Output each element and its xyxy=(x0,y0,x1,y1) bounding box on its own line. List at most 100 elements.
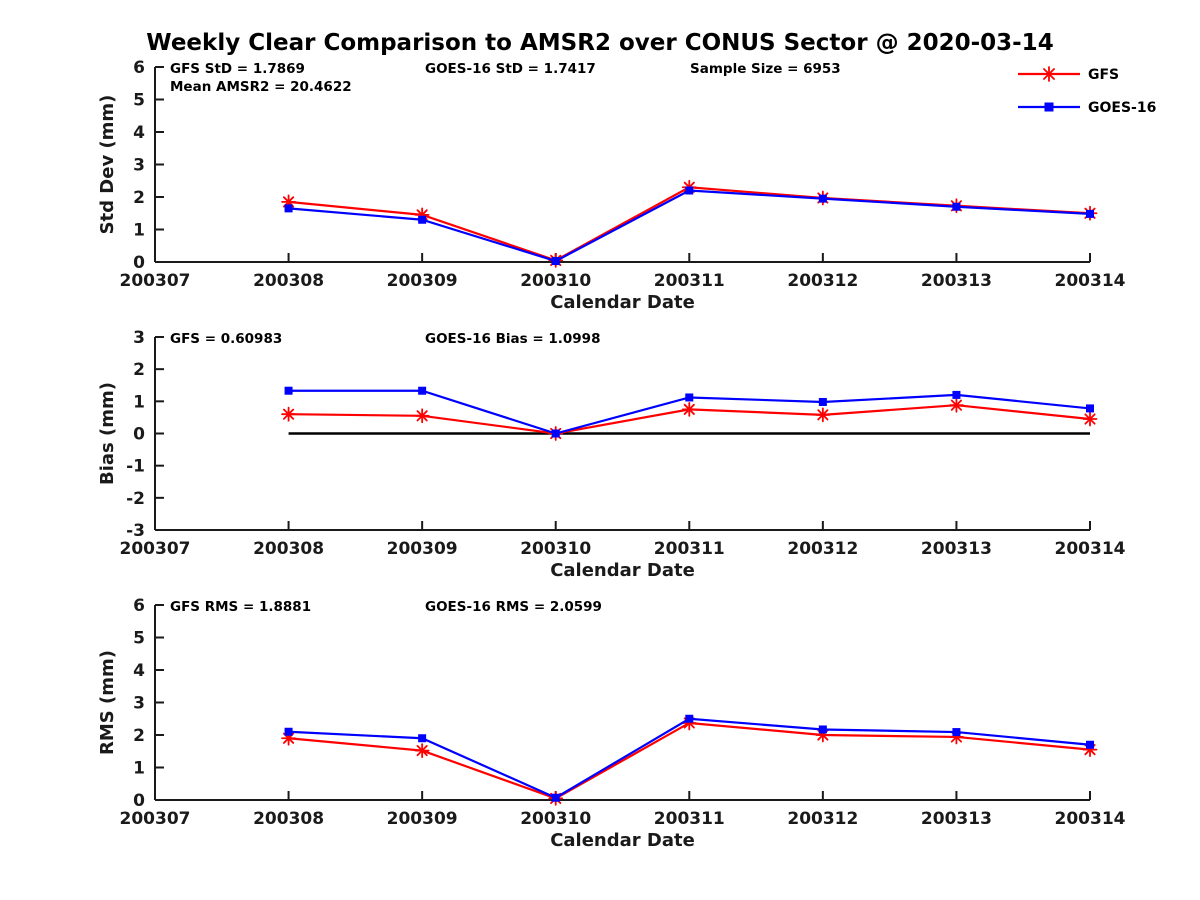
asterisk-marker xyxy=(681,401,697,417)
square-marker xyxy=(685,714,694,723)
x-tick-label: 200307 xyxy=(120,271,191,291)
bias-annotations: GFS = 0.60983 GOES-16 Bias = 1.0998 xyxy=(170,331,600,347)
x-tick-label: 200312 xyxy=(787,809,858,829)
square-marker xyxy=(952,728,961,737)
y-tick-label: 4 xyxy=(133,123,145,143)
y-tick-label: 3 xyxy=(133,156,145,176)
square-marker xyxy=(1086,740,1094,749)
x-axis-label: Calendar Date xyxy=(550,830,695,851)
bias-tick-labels: -3 -2 -1 0 1 2 3 200307 200308 200309 200310 200311… xyxy=(120,328,1126,559)
std-dev-tick-labels: 0 1 2 3 4 5 6 200307 200308 200309 200310 200311 200… xyxy=(120,58,1126,291)
y-tick-label: 1 xyxy=(133,392,145,412)
std-dev-series-goes-16 xyxy=(284,186,1094,266)
annotation: GFS RMS = 1.8881 xyxy=(170,599,311,615)
square-marker xyxy=(685,186,694,195)
rms-axes xyxy=(154,604,1091,801)
x-tick-label: 200307 xyxy=(120,809,191,829)
square-marker xyxy=(418,215,427,224)
asterisk-marker xyxy=(414,743,430,759)
y-tick-label: 1 xyxy=(133,759,145,779)
asterisk-marker xyxy=(414,408,430,424)
annotation: GFS StD = 1.7869 xyxy=(170,61,305,77)
asterisk-marker xyxy=(281,406,296,422)
annotation: GOES-16 Bias = 1.0998 xyxy=(425,331,600,347)
square-marker xyxy=(551,257,560,266)
x-tick-label: 200307 xyxy=(120,539,191,559)
y-tick-label: 5 xyxy=(133,91,145,111)
square-marker xyxy=(1086,209,1094,218)
y-tick-label: -2 xyxy=(126,489,145,509)
rms-series-gfs xyxy=(281,715,1098,806)
x-tick-label: 200311 xyxy=(654,809,725,829)
rms-series-goes-16 xyxy=(284,714,1094,802)
square-marker xyxy=(818,194,827,203)
square-marker xyxy=(1044,102,1054,112)
annotation: Sample Size = 6953 xyxy=(690,61,841,77)
x-tick-label: 200312 xyxy=(787,271,858,291)
y-tick-label: -3 xyxy=(126,521,145,541)
page-title: Weekly Clear Comparison to AMSR2 over CO… xyxy=(146,30,1054,56)
y-tick-label: 2 xyxy=(133,360,145,380)
series-line xyxy=(288,186,1091,262)
y-tick-label: 5 xyxy=(133,629,145,649)
rms-annotations: GFS RMS = 1.8881 GOES-16 RMS = 2.0599 xyxy=(170,599,602,615)
y-tick-label: 3 xyxy=(133,328,145,348)
x-tick-label: 200308 xyxy=(253,539,324,559)
y-tick-label: 0 xyxy=(133,791,145,811)
annotation: GFS = 0.60983 xyxy=(170,331,282,347)
square-marker xyxy=(952,202,961,211)
x-tick-label: 200314 xyxy=(1055,809,1126,829)
annotation: GOES-16 RMS = 2.0599 xyxy=(425,599,602,615)
square-marker xyxy=(685,393,694,402)
x-tick-label: 200310 xyxy=(520,809,591,829)
x-tick-label: 200313 xyxy=(921,271,992,291)
y-tick-label: 0 xyxy=(133,425,145,445)
x-tick-label: 200310 xyxy=(520,271,591,291)
series-line xyxy=(288,189,1091,263)
asterisk-marker xyxy=(815,407,831,423)
x-tick-label: 200314 xyxy=(1055,539,1126,559)
x-tick-label: 200313 xyxy=(921,809,992,829)
x-tick-label: 200314 xyxy=(1055,271,1126,291)
y-tick-label: -1 xyxy=(126,457,145,477)
asterisk-marker xyxy=(1082,411,1098,427)
y-axis-label: Bias (mm) xyxy=(97,382,118,485)
square-marker xyxy=(284,386,293,395)
y-tick-label: 4 xyxy=(133,661,145,681)
y-tick-label: 1 xyxy=(133,221,145,241)
square-marker xyxy=(818,725,827,734)
x-tick-label: 200311 xyxy=(654,271,725,291)
square-marker xyxy=(284,204,293,213)
x-axis-label: Calendar Date xyxy=(550,560,695,581)
std-dev-annotations: GFS StD = 1.7869 Mean AMSR2 = 20.4622 GOES… xyxy=(170,61,841,95)
legend: GFS GOES-16 xyxy=(1018,66,1156,116)
std-dev-axes xyxy=(154,66,1091,263)
x-tick-label: 200309 xyxy=(387,539,458,559)
x-tick-label: 200313 xyxy=(921,539,992,559)
x-tick-label: 200308 xyxy=(253,809,324,829)
y-tick-label: 2 xyxy=(133,726,145,746)
x-tick-label: 200309 xyxy=(387,271,458,291)
square-marker xyxy=(418,386,427,395)
annotation: GOES-16 StD = 1.7417 xyxy=(425,61,596,77)
x-axis-label: Calendar Date xyxy=(550,292,695,313)
rms-tick-labels: 0 1 2 3 4 5 6 200307 200308 200309 200310 200311 200… xyxy=(120,596,1126,829)
x-tick-label: 200310 xyxy=(520,539,591,559)
square-marker xyxy=(818,397,827,406)
bias-series-goes-16 xyxy=(284,386,1094,438)
square-marker xyxy=(284,727,293,736)
bias-chart: -3 -2 -1 0 1 2 3 200307 200308 200309 200310 200311… xyxy=(97,328,1126,581)
square-marker xyxy=(418,734,427,743)
square-marker xyxy=(551,429,560,438)
legend-label: GOES-16 xyxy=(1088,100,1156,116)
y-tick-label: 6 xyxy=(133,596,145,616)
x-tick-label: 200308 xyxy=(253,271,324,291)
asterisk-marker xyxy=(1041,66,1057,82)
series-line xyxy=(288,717,1091,799)
rms-chart: 0 1 2 3 4 5 6 200307 200308 200309 200310 200311 200… xyxy=(97,596,1126,851)
x-tick-label: 200312 xyxy=(787,539,858,559)
annotation: Mean AMSR2 = 20.4622 xyxy=(170,79,352,95)
stddev-chart: 0 1 2 3 4 5 6 200307 200308 200309 200310 200311 200… xyxy=(97,58,1156,313)
legend-label: GFS xyxy=(1088,67,1119,83)
x-tick-label: 200309 xyxy=(387,809,458,829)
